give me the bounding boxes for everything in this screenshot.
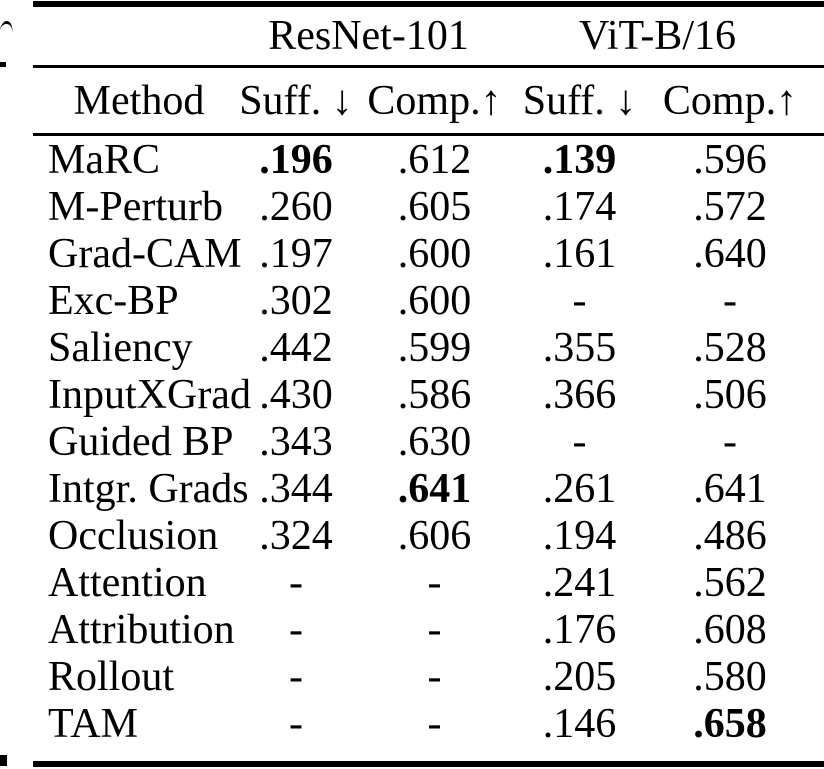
value-cell: .606 bbox=[397, 512, 472, 559]
value-cell: .605 bbox=[397, 183, 472, 230]
value-cell: .355 bbox=[542, 324, 617, 371]
value-cell: .343 bbox=[259, 418, 333, 465]
value-cell: - bbox=[723, 418, 738, 465]
column-header-comp-vit: Comp.↑ bbox=[662, 77, 798, 124]
value-cell: .146 bbox=[542, 700, 617, 747]
column-header-suff-resnet: Suff. ↓ bbox=[239, 77, 353, 124]
value-cell: .366 bbox=[542, 371, 617, 418]
table-row: Rollout - - .205 .580 bbox=[33, 653, 824, 700]
value-cell: .640 bbox=[693, 230, 767, 277]
value-cell: .641 bbox=[693, 465, 767, 512]
results-table: ResNet-101 ViT-B/16 Method Suff. ↓ Comp.… bbox=[33, 1, 824, 767]
value-cell: .608 bbox=[693, 606, 767, 653]
value-cell: .580 bbox=[693, 653, 767, 700]
table-row: Saliency .442 .599 .355 .528 bbox=[33, 324, 824, 371]
value-cell: .528 bbox=[693, 324, 767, 371]
value-cell: .506 bbox=[693, 371, 767, 418]
value-cell: .302 bbox=[259, 277, 333, 324]
value-cell: .586 bbox=[397, 371, 472, 418]
method-cell: Attribution bbox=[48, 606, 235, 653]
table-row: Grad-CAM .197 .600 .161 .640 bbox=[33, 230, 824, 277]
method-cell: Rollout bbox=[48, 653, 175, 700]
table-row: Attention - - .241 .562 bbox=[33, 559, 824, 606]
table-row: MaRC .196 .612 .139 .596 bbox=[33, 135, 824, 184]
table-row: Exc-BP .302 .600 - - bbox=[33, 277, 824, 324]
value-cell: .139 bbox=[542, 136, 617, 183]
value-cell: .562 bbox=[693, 559, 767, 606]
table-row: TAM - - .146 .658 bbox=[33, 700, 824, 764]
model-header-vit: ViT-B/16 bbox=[579, 13, 736, 59]
column-header-suff-vit: Suff. ↓ bbox=[522, 77, 637, 124]
crop-artifact-bottom bbox=[0, 755, 7, 766]
value-cell: .161 bbox=[542, 230, 617, 277]
crop-artifact-middle bbox=[0, 62, 6, 67]
method-cell: Guided BP bbox=[48, 418, 234, 465]
value-cell: .205 bbox=[542, 653, 617, 700]
value-cell: .261 bbox=[542, 465, 617, 512]
table-row: Intgr. Grads .344 .641 .261 .641 bbox=[33, 465, 824, 512]
value-cell: .572 bbox=[693, 183, 767, 230]
value-cell: .600 bbox=[397, 277, 472, 324]
value-cell: .599 bbox=[397, 324, 472, 371]
value-cell: .442 bbox=[259, 324, 333, 371]
value-cell: - bbox=[572, 277, 587, 324]
value-cell: - bbox=[572, 418, 587, 465]
value-cell: .176 bbox=[542, 606, 617, 653]
value-cell: .194 bbox=[542, 512, 617, 559]
value-cell: - bbox=[289, 653, 303, 700]
method-cell: Intgr. Grads bbox=[48, 465, 249, 512]
column-header-method: Method bbox=[73, 77, 205, 124]
model-header-spacer bbox=[33, 4, 230, 67]
method-cell: Grad-CAM bbox=[48, 230, 242, 277]
value-cell: .197 bbox=[259, 230, 333, 277]
value-cell: .260 bbox=[259, 183, 333, 230]
value-cell: .612 bbox=[397, 136, 472, 183]
value-cell: - bbox=[427, 700, 442, 747]
value-cell: - bbox=[723, 277, 738, 324]
value-cell: .486 bbox=[693, 512, 767, 559]
value-cell: - bbox=[289, 559, 303, 606]
method-cell: MaRC bbox=[48, 136, 161, 183]
value-cell: .174 bbox=[542, 183, 617, 230]
method-cell: Exc-BP bbox=[48, 277, 179, 324]
value-cell: - bbox=[427, 559, 442, 606]
table-row: Occlusion .324 .606 .194 .486 bbox=[33, 512, 824, 559]
model-header-row: ResNet-101 ViT-B/16 bbox=[33, 4, 824, 67]
value-cell: .641 bbox=[397, 465, 472, 512]
value-cell: .630 bbox=[397, 418, 472, 465]
method-cell: InputXGrad bbox=[48, 371, 251, 418]
crop-artifact-top bbox=[0, 20, 14, 35]
method-cell: Occlusion bbox=[48, 512, 219, 559]
value-cell: .596 bbox=[693, 136, 767, 183]
column-header-row: Method Suff. ↓ Comp.↑ Suff. ↓ Comp.↑ bbox=[33, 67, 824, 135]
column-header-comp-resnet: Comp.↑ bbox=[367, 77, 502, 124]
value-cell: .658 bbox=[693, 700, 767, 747]
table-row: InputXGrad .430 .586 .366 .506 bbox=[33, 371, 824, 418]
table-row: M-Perturb .260 .605 .174 .572 bbox=[33, 183, 824, 230]
value-cell: - bbox=[289, 700, 303, 747]
value-cell: .344 bbox=[259, 465, 333, 512]
value-cell: .196 bbox=[259, 136, 333, 183]
value-cell: .430 bbox=[259, 371, 333, 418]
method-cell: TAM bbox=[48, 700, 138, 747]
model-header-resnet: ResNet-101 bbox=[268, 13, 469, 59]
value-cell: .241 bbox=[542, 559, 617, 606]
table-row: Attribution - - .176 .608 bbox=[33, 606, 824, 653]
table-body: MaRC .196 .612 .139 .596 M-Perturb .260 .605 .17… bbox=[33, 135, 824, 765]
value-cell: - bbox=[427, 606, 442, 653]
method-cell: Attention bbox=[48, 559, 207, 606]
method-cell: M-Perturb bbox=[48, 183, 223, 230]
value-cell: - bbox=[427, 653, 442, 700]
table-row: Guided BP .343 .630 - - bbox=[33, 418, 824, 465]
value-cell: .600 bbox=[397, 230, 472, 277]
value-cell: - bbox=[289, 606, 303, 653]
value-cell: .324 bbox=[259, 512, 333, 559]
method-cell: Saliency bbox=[48, 324, 193, 371]
